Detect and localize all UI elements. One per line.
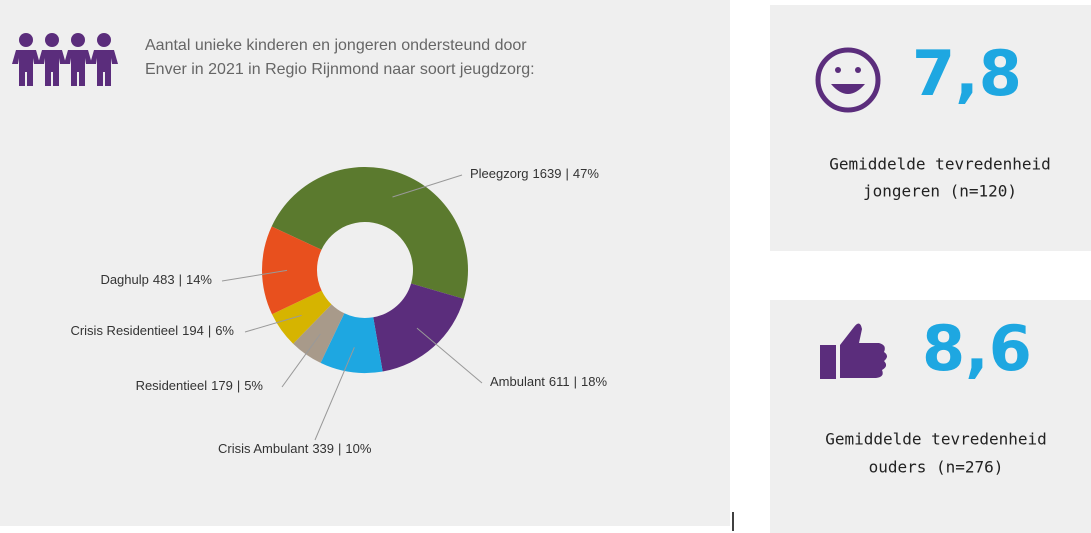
score: 8,6 — [922, 312, 1032, 385]
donut-slice — [320, 313, 383, 373]
slice-label: Ambulant 611 | 18% — [490, 374, 608, 389]
slice-label: Crisis Residentieel 194 | 6% — [70, 323, 234, 338]
slice-separator: | — [237, 378, 240, 393]
card-caption: Gemiddelde tevredenheid — [829, 155, 1051, 174]
card-caption: ouders (n=276) — [869, 458, 1004, 477]
slice-name: Residentieel — [136, 378, 208, 393]
slice-percentage: 47% — [573, 166, 599, 181]
slice-separator: | — [565, 166, 568, 181]
chart-title: Enver in 2021 in Regio Rijnmond naar soo… — [145, 61, 535, 78]
leader-line — [314, 347, 355, 441]
slice-name: Crisis Ambulant — [218, 441, 309, 456]
slice-percentage: 14% — [186, 272, 212, 287]
card-caption: Gemiddelde tevredenheid — [825, 430, 1047, 449]
slice-name: Crisis Residentieel — [70, 323, 178, 338]
card-caption: jongeren (n=120) — [863, 182, 1017, 201]
slice-separator: | — [179, 272, 182, 287]
donut-slice — [272, 290, 332, 344]
leader-line — [221, 269, 288, 282]
chart-panel — [0, 0, 730, 526]
slice-value: 179 — [211, 378, 233, 393]
slice-value: 1639 — [533, 166, 562, 181]
card — [770, 5, 1091, 251]
leader-line — [392, 174, 463, 198]
donut: Pleegzorg 1639 | 47%Ambulant 611 | 18%Crisis A… — [70, 166, 607, 456]
slice-name: Pleegzorg — [470, 166, 529, 181]
slice-name: Ambulant — [490, 374, 545, 389]
slice-percentage: 10% — [345, 441, 371, 456]
donut-slice — [271, 167, 468, 299]
slice-label: Residentieel 179 | 5% — [136, 378, 264, 393]
donut-slice — [262, 226, 322, 315]
slice-label: Pleegzorg 1639 | 47% — [470, 166, 599, 181]
slice-value: 611 — [549, 374, 570, 389]
slice-value: 194 — [182, 323, 204, 338]
card — [770, 300, 1091, 533]
donut-slice — [373, 283, 464, 372]
slice-percentage: 5% — [244, 378, 263, 393]
slice-percentage: 18% — [581, 374, 607, 389]
slice-value: 339 — [312, 441, 334, 456]
slice-label: Daghulp 483 | 14% — [100, 272, 212, 287]
slice-label: Crisis Ambulant 339 | 10% — [218, 441, 372, 456]
leader-line — [244, 314, 302, 333]
slice-percentage: 6% — [215, 323, 234, 338]
donut-slice — [293, 304, 345, 363]
slice-separator: | — [338, 441, 341, 456]
smiley-icon — [815, 47, 881, 113]
leader-line — [416, 327, 483, 384]
slice-separator: | — [574, 374, 577, 389]
slice-name: Daghulp — [100, 272, 148, 287]
thumbs-up-icon — [820, 323, 887, 379]
slice-value: 483 — [153, 272, 175, 287]
slice-separator: | — [208, 323, 211, 338]
chart-title: Aantal unieke kinderen en jongeren onder… — [145, 37, 527, 54]
people-icon — [12, 33, 118, 86]
score: 7,8 — [912, 37, 1022, 110]
leader-line — [281, 333, 321, 388]
